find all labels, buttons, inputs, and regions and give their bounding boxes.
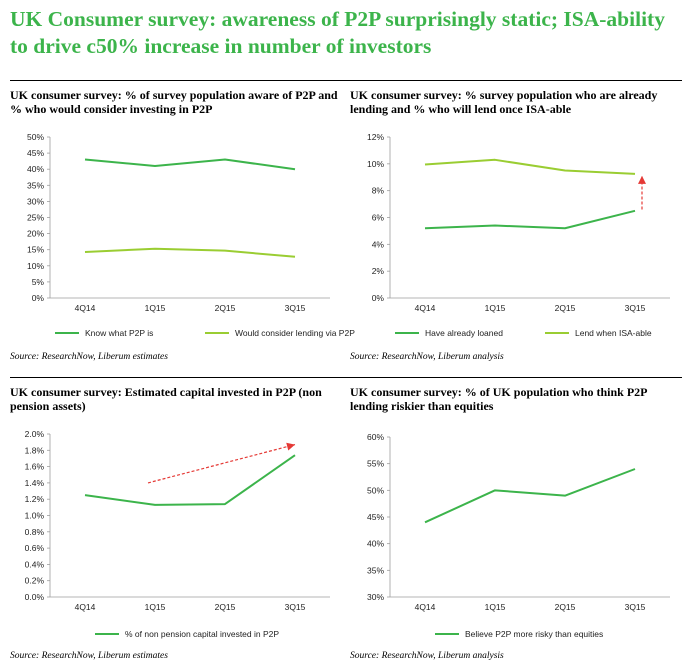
y-tick-label: 40%: [27, 164, 44, 174]
chart-title: UK consumer survey: % of survey populati…: [10, 88, 338, 116]
x-tick-label: 1Q15: [145, 303, 166, 313]
y-tick-label: 0.6%: [25, 543, 45, 553]
x-tick-label: 1Q15: [145, 602, 166, 612]
chart-svg: 0.0% 0.2% 0.4% 0.6% 0.8% 1.0% 1.2% 1.4% 1.6% 1.8%…: [25, 429, 330, 639]
y-tick-label: 20%: [27, 229, 44, 239]
y-tick-label: 0.2%: [25, 576, 45, 586]
x-tick-label: 2Q15: [555, 303, 576, 313]
chart-svg: 0% 5% 10% 15% 20% 25% 30% 35% 40% 45% 50% 4Q14 1Q15 2…: [27, 132, 355, 338]
x-tick-label: 1Q15: [485, 602, 506, 612]
x-tick-label: 3Q15: [625, 303, 646, 313]
series-line: [84, 454, 296, 506]
y-tick-label: 50%: [367, 485, 384, 495]
chart-svg: 30% 35% 40% 45% 50% 55% 60% 4Q14 1Q15 2Q15 3Q15 Bel…: [367, 432, 670, 639]
trend-arrow-head: [286, 442, 295, 451]
y-tick-label: 40%: [367, 539, 384, 549]
chart-source: Source: ResearchNow, Liberum estimates: [10, 651, 168, 661]
y-tick-label: 6%: [372, 213, 385, 223]
y-tick-label: 4%: [372, 239, 385, 249]
x-tick-label: 2Q15: [215, 602, 236, 612]
series-line: [424, 158, 636, 175]
legend-label: % of non pension capital invested in P2P: [125, 629, 279, 639]
y-tick-label: 0%: [32, 293, 45, 303]
y-tick-label: 35%: [367, 565, 384, 575]
x-tick-label: 4Q14: [75, 602, 96, 612]
y-tick-label: 1.0%: [25, 511, 45, 521]
trend-arrow-line: [147, 444, 296, 484]
x-tick-label: 3Q15: [285, 602, 306, 612]
legend-label: Lend when ISA-able: [575, 328, 652, 338]
x-tick-label: 1Q15: [485, 303, 506, 313]
y-tick-label: 45%: [367, 512, 384, 522]
chart-panel-lending: UK consumer survey: % survey population …: [350, 88, 685, 370]
y-tick-label: 1.8%: [25, 445, 45, 455]
y-tick-label: 2.0%: [25, 429, 45, 439]
legend-label: Believe P2P more risky than equities: [465, 629, 603, 639]
y-tick-label: 55%: [367, 459, 384, 469]
y-tick-label: 60%: [367, 432, 384, 442]
chart-source: Source: ResearchNow, Liberum analysis: [350, 352, 504, 362]
chart-title: UK consumer survey: % survey population …: [350, 88, 658, 116]
legend-label: Know what P2P is: [85, 328, 153, 338]
y-tick-label: 45%: [27, 148, 44, 158]
y-tick-label: 12%: [367, 132, 384, 142]
x-tick-label: 4Q14: [415, 602, 436, 612]
y-tick-label: 0.8%: [25, 527, 45, 537]
y-tick-label: 0.0%: [25, 592, 45, 602]
y-tick-label: 35%: [27, 180, 44, 190]
series-line: [84, 247, 296, 258]
y-tick-label: 5%: [32, 277, 45, 287]
page-title: UK Consumer survey: awareness of P2P sur…: [10, 7, 665, 58]
series-line: [424, 468, 636, 524]
chart-panel-capital: UK consumer survey: Estimated capital in…: [10, 385, 345, 667]
y-tick-label: 50%: [27, 132, 44, 142]
x-tick-label: 4Q14: [415, 303, 436, 313]
y-tick-label: 10%: [27, 261, 44, 271]
x-tick-label: 3Q15: [285, 303, 306, 313]
y-tick-label: 30%: [367, 592, 384, 602]
y-tick-label: 2%: [372, 266, 385, 276]
chart-source: Source: ResearchNow, Liberum analysis: [350, 651, 504, 661]
y-tick-label: 8%: [372, 186, 385, 196]
chart-title: UK consumer survey: % of UK population w…: [350, 385, 647, 413]
x-tick-label: 3Q15: [625, 602, 646, 612]
chart-title: UK consumer survey: Estimated capital in…: [10, 385, 322, 413]
chart-source: Source: ResearchNow, Liberum estimates: [10, 352, 168, 362]
title-rule: [10, 80, 682, 81]
series-line: [424, 209, 636, 230]
chart-panel-risk: UK consumer survey: % of UK population w…: [350, 385, 685, 667]
legend-label: Have already loaned: [425, 328, 503, 338]
y-tick-label: 15%: [27, 245, 44, 255]
y-tick-label: 0%: [372, 293, 385, 303]
y-tick-label: 25%: [27, 213, 44, 223]
middle-rule: [10, 377, 682, 378]
y-tick-label: 30%: [27, 196, 44, 206]
trend-arrow-head: [638, 175, 646, 184]
x-tick-label: 2Q15: [555, 602, 576, 612]
y-tick-label: 0.4%: [25, 559, 45, 569]
x-tick-label: 2Q15: [215, 303, 236, 313]
chart-svg: 0% 2% 4% 6% 8% 10% 12% 4Q14 1Q15 2Q15 3Q15 Have alr…: [367, 132, 670, 338]
x-tick-label: 4Q14: [75, 303, 96, 313]
y-tick-label: 1.6%: [25, 462, 45, 472]
y-tick-label: 10%: [367, 159, 384, 169]
chart-panel-awareness: UK consumer survey: % of survey populati…: [10, 88, 355, 370]
series-line: [84, 158, 296, 171]
legend-label: Would consider lending via P2P: [235, 328, 355, 338]
y-tick-label: 1.4%: [25, 478, 45, 488]
y-tick-label: 1.2%: [25, 494, 45, 504]
